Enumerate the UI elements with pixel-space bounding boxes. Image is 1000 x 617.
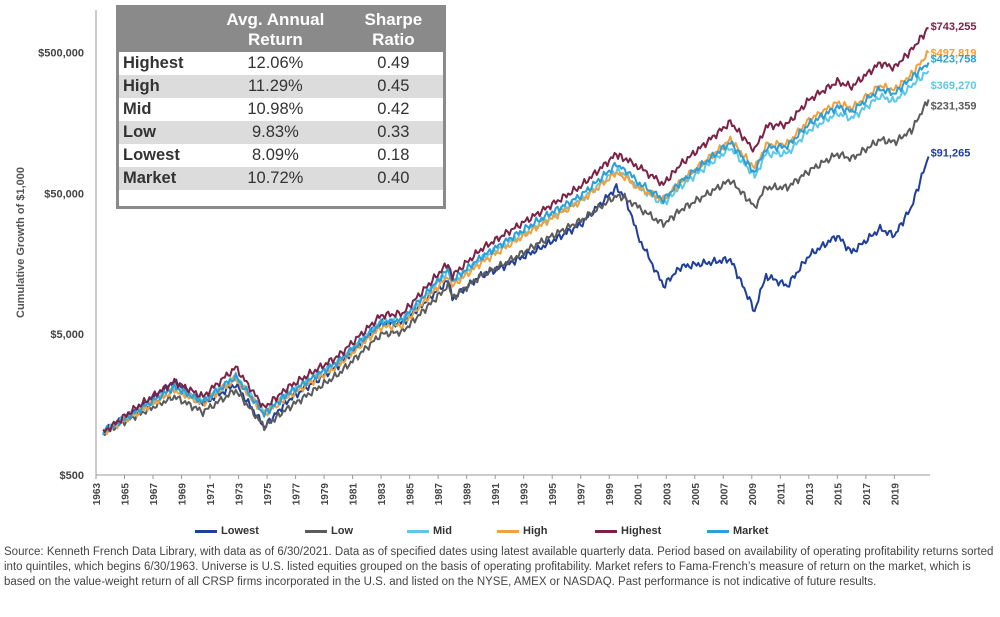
stats-return: 9.83% [207,121,344,144]
end-label-mid: $369,270 [931,80,977,92]
x-tick-label: 1977 [292,483,303,506]
stats-sharpe: 0.40 [343,167,443,190]
legend-label: Low [331,525,353,537]
x-tick-label: 1997 [577,483,588,506]
x-tick-label: 1983 [377,483,388,506]
y-tick-label: $500 [60,470,84,482]
chart-legend: Lowest Low Mid High Highest Market [195,525,835,543]
x-tick-label: 1987 [434,483,445,506]
stats-row-label: Highest [123,54,184,72]
stats-row-high: High 11.29% 0.45 [119,75,443,98]
x-tick-label: 1989 [463,483,474,506]
stats-row-label: Mid [123,100,152,118]
stats-sharpe: 0.42 [377,100,410,118]
legend-item-high: High [497,525,547,537]
x-tick-label: 2005 [691,483,702,506]
stats-header-return: Avg. Annual Return [207,8,344,52]
x-tick-label: 1971 [206,483,217,506]
y-tick-label: $5,000 [50,329,84,341]
x-tick-label: 2015 [833,483,844,506]
legend-swatch [195,529,217,533]
y-tick-label: $500,000 [38,47,84,59]
stats-return: 11.29% [207,75,344,98]
x-tick-label: 1963 [92,483,103,506]
series-line-highest [102,27,929,433]
y-axis-label: Cumulative Growth of $1,000 [15,167,27,318]
stats-row-label: Lowest [123,146,180,164]
chart-series [102,27,930,437]
stats-row-label: Low [119,121,207,144]
chart-end-labels: $91,265 $231,359 $369,270 $497,819 $743,255 $… [931,21,977,159]
end-label-market: $423,758 [931,54,977,66]
x-tick-label: 2017 [862,483,873,506]
x-tick-label: 1975 [263,483,274,506]
legend-label: Highest [621,525,662,537]
x-tick-label: 2009 [748,483,759,506]
x-tick-label: 2019 [890,483,901,506]
x-tick-label: 1999 [605,483,616,506]
stats-sharpe: 0.18 [377,146,410,164]
stats-return: 10.72% [207,167,344,190]
x-tick-label: 1985 [406,483,417,506]
stats-row-label: Market [119,167,207,190]
end-label-low: $231,359 [931,101,977,113]
x-tick-label: 1993 [520,483,531,506]
legend-label: Market [733,525,769,537]
stats-return: 8.09% [251,146,299,164]
stats-row-mid: Mid 10.98% 0.42 [119,98,443,121]
legend-swatch [707,529,729,533]
x-tick-label: 1967 [149,483,160,506]
x-tick-label: 1973 [235,483,246,506]
stats-sharpe: 0.33 [343,121,443,144]
stats-row-lowest: Lowest 8.09% 0.18 [119,144,443,167]
legend-label: Lowest [221,525,259,537]
legend-item-mid: Mid [407,525,452,537]
legend-swatch [305,529,327,533]
stats-row-market: Market 10.72% 0.40 [119,167,443,190]
legend-swatch [497,529,519,533]
stats-row-label: High [119,75,207,98]
x-tick-label: 2011 [776,483,787,505]
x-tick-label: 2001 [634,483,645,506]
stats-row-highest: Highest 12.06% 0.49 [119,52,443,75]
stats-table: Avg. Annual Return Sharpe Ratio Highest … [119,8,443,190]
stats-row-low: Low 9.83% 0.33 [119,121,443,144]
end-label-lowest: $91,265 [931,147,971,159]
x-tick-label: 2003 [662,483,673,506]
x-tick-label: 1965 [121,483,132,506]
legend-item-lowest: Lowest [195,525,259,537]
stats-sharpe: 0.45 [343,75,443,98]
chart-axes: $500 $5,000 $50,000 $500,000 Cumulative Grow… [15,10,930,505]
legend-item-market: Market [707,525,768,537]
legend-swatch [595,529,617,533]
stats-return: 12.06% [247,54,304,72]
end-label-highest: $743,255 [931,21,977,33]
x-tick-label: 1981 [349,483,360,506]
y-tick-label: $50,000 [44,188,84,200]
series-line-market [102,62,930,436]
legend-label: High [523,525,548,537]
x-tick-label: 2013 [805,483,816,506]
x-tick-label: 1995 [548,483,559,506]
legend-swatch [407,529,429,533]
x-tick-label: 1991 [491,483,502,506]
legend-item-highest: Highest [595,525,661,537]
x-tick-label: 1979 [320,483,331,506]
x-tick-label: 1969 [178,483,189,506]
legend-label: Mid [433,525,452,537]
legend-item-low: Low [305,525,353,537]
stats-return: 10.98% [247,100,304,118]
stats-header-blank [119,8,207,52]
stats-sharpe: 0.49 [377,54,410,72]
series-line-low [102,99,930,437]
source-note: Source: Kenneth French Data Library, wit… [4,546,994,588]
stats-header-row: Avg. Annual Return Sharpe Ratio [119,8,443,52]
stats-header-sharpe: Sharpe Ratio [343,8,443,52]
end-label-high: $497,819 [931,48,977,60]
x-tick-label: 2007 [719,483,730,506]
